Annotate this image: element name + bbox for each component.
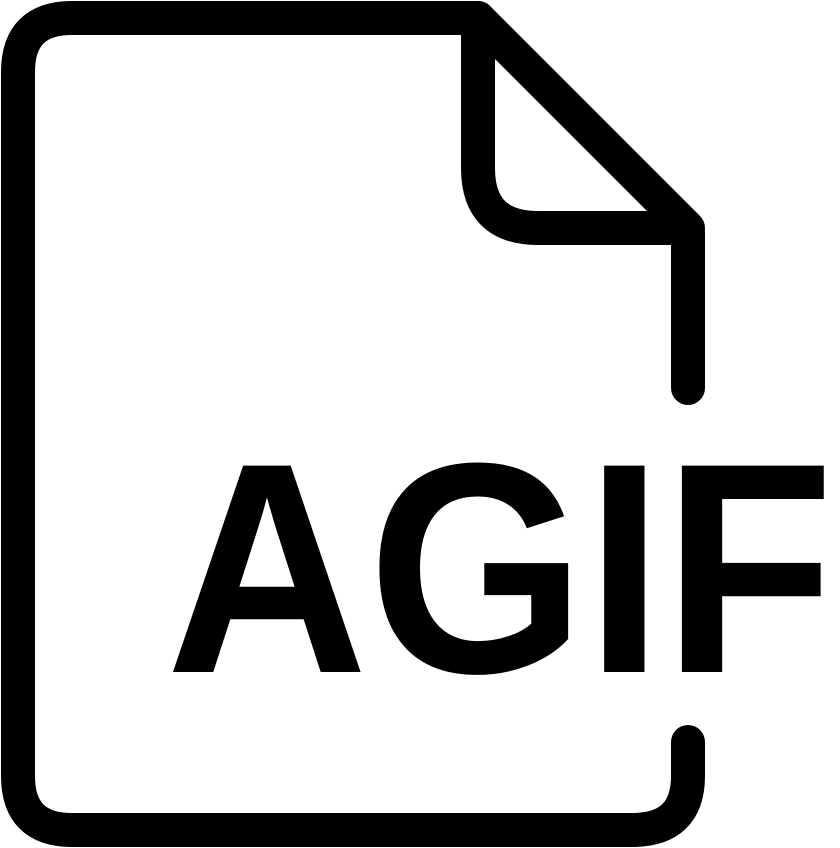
file-type-label-text: AGIF [168,432,834,722]
file-type-text: AGIF [168,432,834,722]
file-type-label: AGIF [168,432,840,722]
